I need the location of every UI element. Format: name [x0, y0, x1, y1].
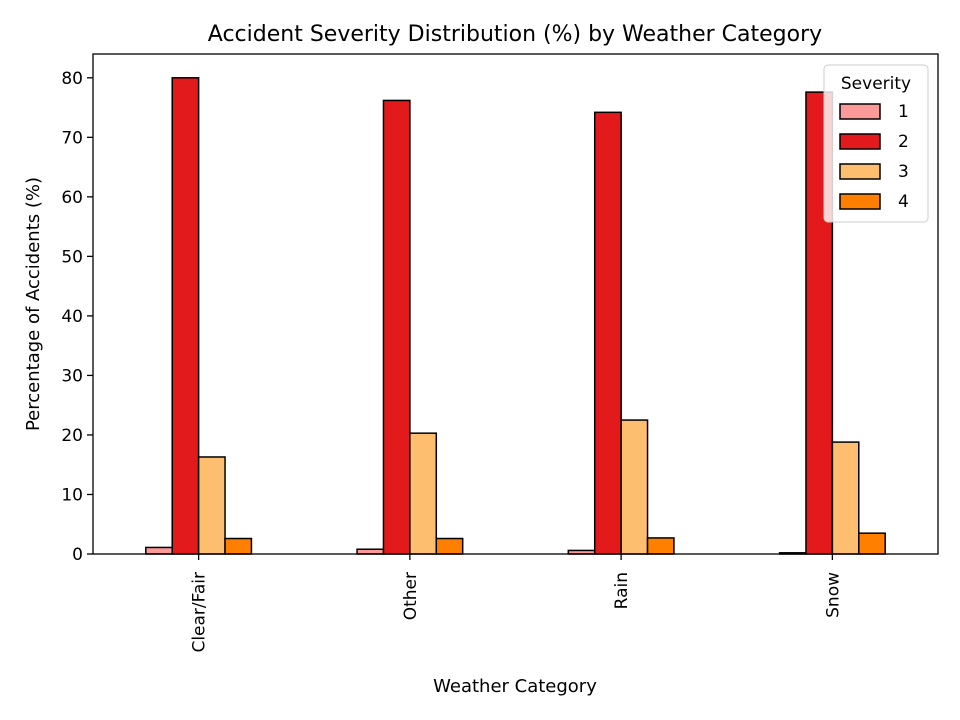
- legend-entry-label: 2: [898, 132, 909, 152]
- bar-severity-4-other: [435, 537, 464, 555]
- bar-severity-3-other: [409, 432, 438, 555]
- x-tick-label: Rain: [612, 572, 632, 609]
- legend-swatch: [839, 103, 881, 120]
- bar-severity-4-snow: [858, 532, 886, 555]
- y-tick-label: 20: [61, 426, 83, 446]
- x-tick-label: Other: [401, 572, 421, 620]
- bar-severity-2-rain: [593, 111, 622, 555]
- legend-swatch: [839, 193, 881, 210]
- legend-title: Severity: [841, 74, 911, 94]
- y-axis: 0 10 20 30 40 50 60 70 80: [61, 69, 93, 565]
- x-tick-label: Snow: [823, 572, 843, 618]
- plot-frame: [92, 53, 939, 555]
- y-tick-label: 60: [61, 188, 83, 208]
- x-axis-label: Weather Category: [433, 676, 597, 697]
- y-tick-label: 30: [61, 366, 83, 386]
- y-tick-label: 80: [61, 69, 83, 89]
- bar-severity-4-rain: [646, 537, 675, 555]
- bar-severity-4-clear-fair: [224, 537, 253, 555]
- legend-entry-label: 4: [898, 192, 909, 212]
- chart-title: Accident Severity Distribution (%) by We…: [208, 22, 822, 47]
- y-tick-label: 50: [61, 247, 83, 267]
- bar-severity-3-snow: [831, 441, 860, 555]
- bar-severity-1-clear-fair: [145, 546, 173, 555]
- bar-severity-3-clear-fair: [197, 456, 226, 555]
- legend-entry-label: 3: [898, 162, 909, 182]
- legend-swatch: [839, 133, 881, 150]
- bar-severity-1-other: [356, 548, 385, 555]
- legend-entry-label: 1: [898, 102, 909, 122]
- y-axis-label: Percentage of Accidents (%): [23, 177, 44, 431]
- legend-swatch: [839, 163, 881, 180]
- x-axis: Clear/Fair Other Rain Snow: [190, 554, 843, 653]
- y-tick-label: 70: [61, 128, 83, 148]
- y-tick-label: 10: [61, 485, 83, 505]
- bar-severity-2-other: [382, 99, 411, 555]
- y-tick-label: 0: [72, 545, 83, 565]
- legend: Severity 1 2 3 4: [823, 64, 929, 223]
- x-tick-label: Clear/Fair: [190, 572, 210, 653]
- bar-severity-3-rain: [620, 419, 649, 555]
- y-tick-label: 40: [61, 307, 83, 327]
- bar-severity-2-clear-fair: [171, 77, 200, 555]
